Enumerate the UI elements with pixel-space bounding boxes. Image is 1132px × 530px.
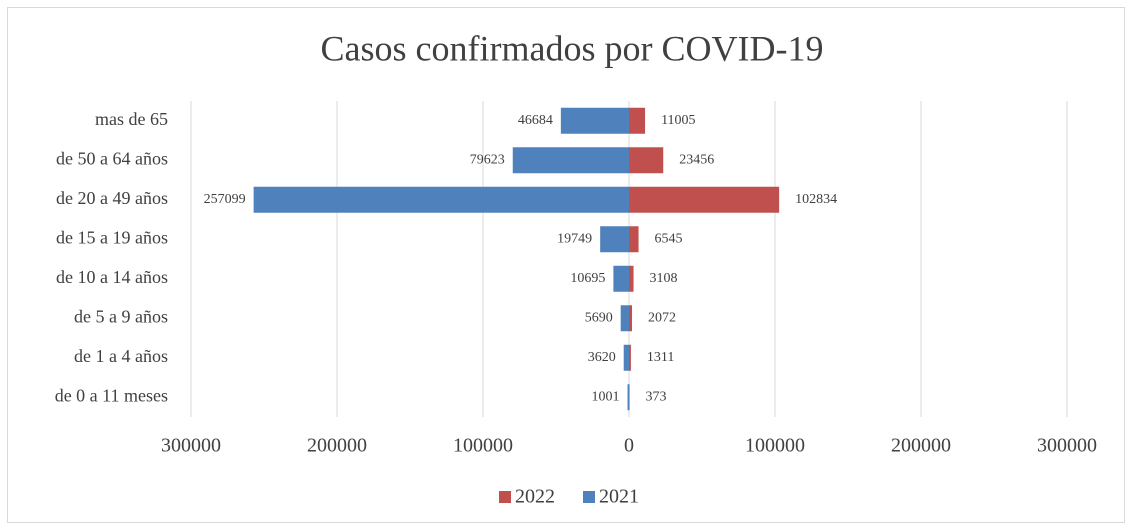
y-tick-label: de 15 a 19 años — [56, 227, 168, 247]
x-tick-label: 300000 — [161, 435, 221, 457]
y-tick-label: de 20 a 49 años — [56, 188, 168, 208]
x-tick-label: 100000 — [453, 435, 513, 457]
y-tick-label: mas de 65 — [95, 109, 168, 129]
data-label: 1311 — [647, 350, 674, 365]
data-label: 102834 — [795, 192, 837, 207]
data-label: 3108 — [650, 271, 678, 286]
data-label: 11005 — [661, 113, 695, 128]
bar — [253, 186, 629, 213]
bar — [629, 344, 631, 371]
bar — [629, 107, 646, 134]
data-label: 2072 — [648, 310, 676, 325]
data-label: 23456 — [679, 152, 714, 167]
chart-title: Casos confirmados por COVID-19 — [321, 28, 824, 68]
data-label: 10695 — [570, 271, 605, 286]
chart-border — [7, 7, 1125, 523]
y-tick-label: de 0 a 11 meses — [55, 385, 168, 405]
bar — [629, 147, 664, 174]
y-tick-label: de 5 a 9 años — [74, 306, 168, 326]
legend-swatch — [499, 491, 511, 503]
legend-swatch — [583, 491, 595, 503]
legend-label: 2022 — [515, 486, 555, 508]
data-label: 3620 — [588, 350, 616, 365]
bar — [620, 305, 629, 332]
bar — [629, 226, 639, 253]
bar — [613, 265, 629, 292]
data-label: 19749 — [557, 231, 592, 246]
bar — [600, 226, 629, 253]
bar — [560, 107, 629, 134]
x-tick-label: 0 — [624, 435, 634, 457]
x-tick-label: 200000 — [307, 435, 367, 457]
x-tick-label: 100000 — [745, 435, 805, 457]
data-label: 6545 — [655, 231, 683, 246]
data-label: 46684 — [518, 113, 553, 128]
y-tick-label: de 50 a 64 años — [56, 148, 168, 168]
bar — [629, 384, 630, 411]
bar — [629, 305, 633, 332]
bar — [629, 265, 634, 292]
data-label: 79623 — [470, 152, 505, 167]
x-tick-label: 300000 — [1037, 435, 1097, 457]
data-label: 257099 — [204, 192, 246, 207]
bar — [623, 344, 629, 371]
bar — [512, 147, 629, 174]
y-tick-label: de 1 a 4 años — [74, 346, 168, 366]
x-tick-label: 200000 — [891, 435, 951, 457]
data-label: 1001 — [592, 389, 620, 404]
bar — [629, 186, 780, 213]
data-label: 373 — [646, 389, 667, 404]
data-label: 5690 — [585, 310, 613, 325]
bar — [627, 384, 629, 411]
y-tick-label: de 10 a 14 años — [56, 267, 168, 287]
legend-label: 2021 — [599, 486, 639, 508]
